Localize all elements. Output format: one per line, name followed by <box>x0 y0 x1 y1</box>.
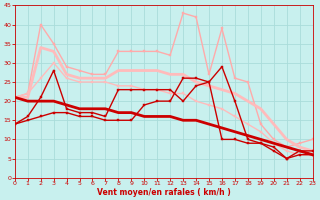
X-axis label: Vent moyen/en rafales ( km/h ): Vent moyen/en rafales ( km/h ) <box>97 188 230 197</box>
